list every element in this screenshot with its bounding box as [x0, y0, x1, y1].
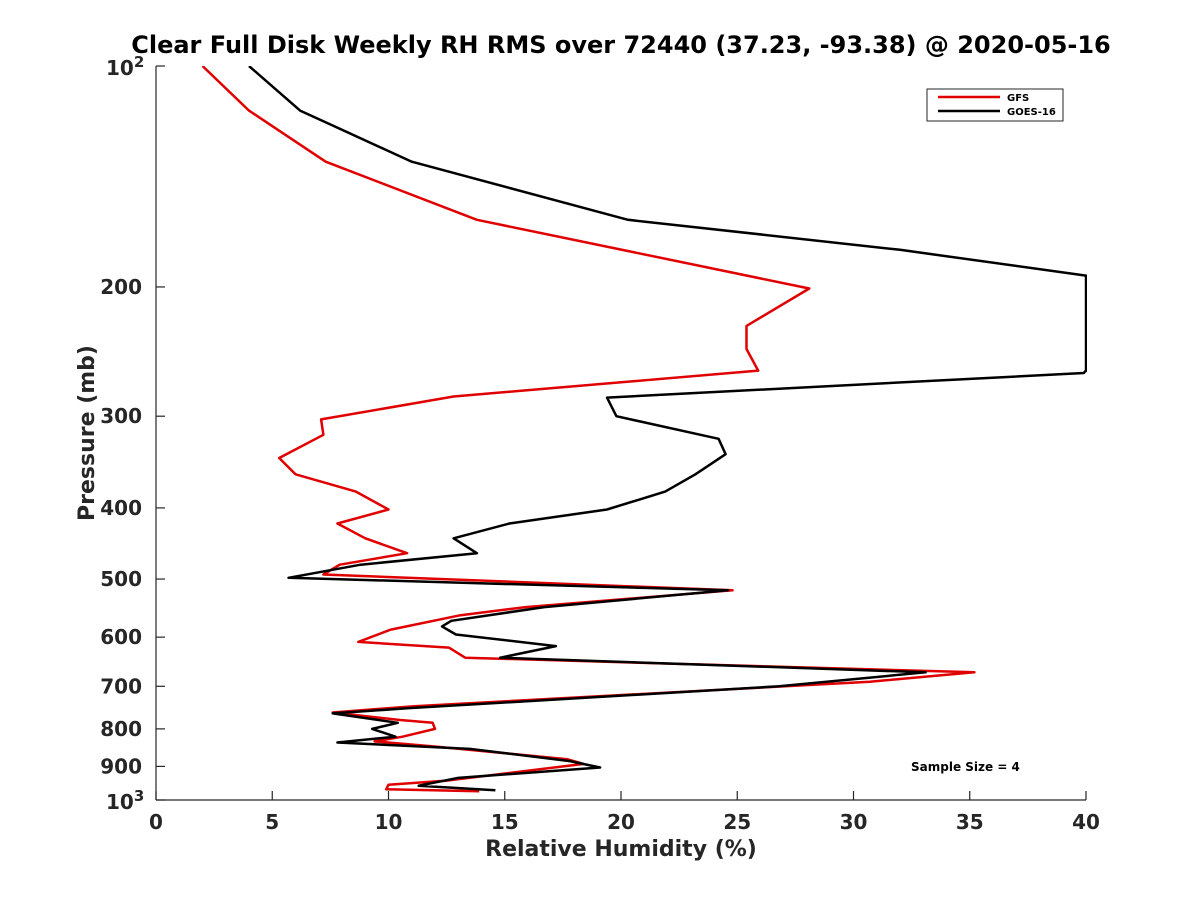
y-tick-label: 800: [100, 717, 142, 741]
legend-goes16-label: GOES-16: [1007, 107, 1056, 118]
x-tick-label: 5: [265, 810, 279, 834]
legend-gfs-label: GFS: [1007, 93, 1029, 104]
y-tick-label: 300: [100, 404, 142, 428]
y-tick-label: 600: [100, 625, 142, 649]
y-tick-label: 400: [100, 496, 142, 520]
series-layer: [201, 66, 1087, 793]
x-tick-label: 10: [375, 810, 403, 834]
y-tick-label: 500: [100, 567, 142, 591]
y-tick-label: 103: [106, 787, 144, 814]
axes: [155, 66, 1086, 801]
ticks-layer: 0 5 10 15 20 25 30 35 40 102 200 300 400 500 600 700 800…: [100, 53, 1100, 834]
chart-title: Clear Full Disk Weekly RH RMS over 72440…: [131, 31, 1111, 59]
legend-box: [926, 88, 1064, 122]
series-line-gfs: [201, 66, 976, 793]
x-tick-label: 25: [723, 810, 751, 834]
x-axis-label: Relative Humidity (%): [485, 837, 757, 862]
y-tick-label: 700: [100, 674, 142, 698]
series-line-goes-16: [248, 66, 1087, 792]
x-tick-label: 40: [1072, 810, 1100, 834]
x-tick-label: 20: [607, 810, 635, 834]
legend: GFS GOES-16: [926, 88, 1064, 122]
x-tick-label: 0: [149, 810, 163, 834]
y-tick-label: 102: [106, 53, 144, 80]
y-tick-label: 200: [100, 275, 142, 299]
x-tick-label: 35: [956, 810, 984, 834]
x-tick-label: 30: [840, 810, 868, 834]
y-tick-label: 900: [100, 754, 142, 778]
y-axis-label: Pressure (mb): [75, 345, 100, 521]
sample-size-annotation: Sample Size = 4: [911, 760, 1020, 774]
x-tick-label: 15: [491, 810, 519, 834]
